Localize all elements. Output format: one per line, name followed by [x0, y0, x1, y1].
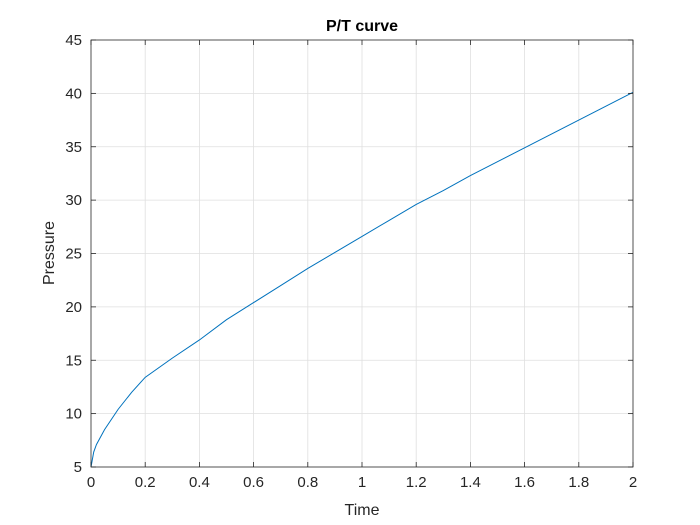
x-tick-label: 0.2	[135, 474, 156, 491]
y-tick-label: 15	[65, 352, 82, 369]
series-line	[90, 91, 634, 468]
x-tick-label: 1.6	[514, 474, 535, 491]
y-tick-label: 45	[65, 32, 82, 49]
x-tick-label: 2	[629, 474, 637, 491]
ticks: 0 0.2 0.4 0.6 0.8 1 1.2 1.4 1.6 1.8 25101520253035…	[65, 32, 637, 491]
x-tick-label: 1.8	[568, 474, 589, 491]
y-tick-label: 20	[65, 299, 82, 316]
x-tick-label: 0.8	[297, 474, 318, 491]
y-tick-label: 35	[65, 139, 82, 156]
x-tick-label: 1.2	[406, 474, 427, 491]
series-layer	[90, 91, 634, 468]
grid	[91, 40, 633, 467]
y-tick-label: 25	[65, 246, 82, 263]
x-axis-label: Time	[345, 502, 380, 519]
y-tick-label: 30	[65, 192, 82, 209]
x-tick-label: 0.6	[243, 474, 264, 491]
y-axis-label: Pressure	[41, 221, 58, 285]
y-tick-label: 40	[65, 85, 82, 102]
y-tick-label: 10	[65, 406, 82, 423]
x-tick-label: 0.4	[189, 474, 210, 491]
y-tick-label: 5	[74, 459, 82, 476]
x-tick-label: 1.4	[460, 474, 481, 491]
chart-title: P/T curve	[326, 18, 398, 35]
x-tick-label: 0	[87, 474, 95, 491]
x-tick-label: 1	[358, 474, 366, 491]
